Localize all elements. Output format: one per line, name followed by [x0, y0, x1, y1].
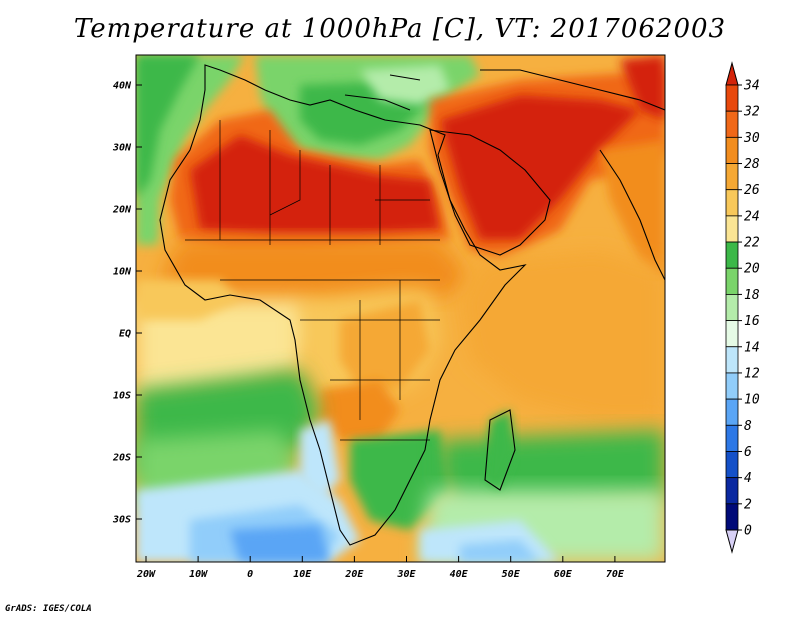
lat-label: 40N — [113, 81, 132, 92]
colorbar-label: 32 — [743, 105, 760, 120]
colorbar-segment — [725, 320, 739, 348]
colorbar-segment — [725, 241, 739, 269]
footer-credit: GrADS: IGES/COLA — [5, 604, 92, 614]
colorbar-label: 24 — [744, 209, 760, 224]
colorbar-segment — [725, 110, 739, 138]
colorbar-label: 10 — [744, 393, 760, 408]
colorbar-segment — [725, 477, 739, 505]
lon-label: 60E — [554, 569, 573, 580]
lon-label: 20W — [136, 569, 156, 580]
coastlines — [159, 64, 665, 546]
temperature-field — [136, 55, 665, 562]
colorbar-label: 14 — [744, 340, 760, 355]
lon-label: 10E — [293, 569, 312, 580]
lat-label: EQ — [119, 329, 131, 340]
lat-label: 10N — [113, 267, 132, 278]
colorbar-label: 30 — [743, 131, 760, 146]
colorbar-label: 0 — [744, 524, 752, 539]
colorbar-segment — [725, 267, 739, 295]
colorbar-label: 16 — [744, 314, 760, 329]
colorbar-label: 26 — [744, 183, 760, 198]
colorbar-label: 6 — [744, 445, 752, 460]
lon-label: 70E — [606, 569, 625, 580]
colorbar-segment — [725, 136, 739, 164]
lat-label: 10S — [113, 391, 131, 402]
colorbar-segment — [725, 294, 739, 321]
longitude-axis: 20W 10W 0 10E 20E 30E 40E 50E 60E 70E — [136, 556, 625, 580]
lat-label: 30S — [112, 515, 131, 526]
colorbar-label: 34 — [743, 79, 760, 94]
map-frame — [135, 54, 666, 563]
colorbar-label: 22 — [744, 236, 760, 251]
lon-label: 10W — [189, 569, 208, 580]
colorbar-segment — [725, 84, 739, 112]
latitude-axis: 40N 30N 20N 10N EQ 10S 20S 30S — [112, 81, 142, 526]
colorbar-label: 4 — [744, 471, 752, 486]
colorbar-top-arrow — [725, 61, 739, 86]
lat-label: 30N — [112, 143, 132, 154]
colorbar-label: 12 — [744, 366, 760, 381]
lat-label: 20N — [112, 205, 132, 216]
lon-label: 40E — [450, 569, 469, 580]
colorbar-bottom-arrow — [725, 529, 739, 554]
lon-label: 30E — [396, 569, 416, 580]
lon-label: 20E — [344, 569, 364, 580]
colorbar-segment — [725, 398, 739, 426]
colorbar-segment — [725, 163, 739, 191]
lat-label: 20S — [112, 453, 131, 464]
colorbar-label: 20 — [744, 262, 760, 277]
map-title: Temperature at 1000hPa [C], VT: 20170620… — [73, 14, 727, 44]
country-borders — [185, 120, 440, 441]
lon-label: 0 — [247, 569, 253, 580]
colorbar-label: 8 — [744, 419, 752, 434]
colorbar-segment — [725, 503, 739, 531]
colorbar-segment — [725, 372, 739, 400]
colorbar-segment — [725, 189, 739, 217]
colorbar-segment — [725, 424, 739, 452]
colorbar-segment — [725, 346, 739, 374]
colorbar-segment — [725, 451, 739, 479]
colorbar-label: 18 — [744, 288, 760, 303]
colorbar-segment — [725, 215, 739, 243]
colorbar-label: 28 — [744, 157, 760, 172]
lon-label: 50E — [502, 569, 521, 580]
colorbar-label: 2 — [744, 497, 752, 512]
